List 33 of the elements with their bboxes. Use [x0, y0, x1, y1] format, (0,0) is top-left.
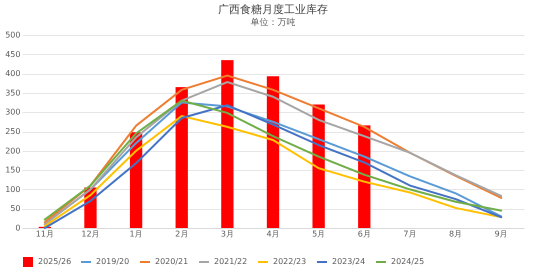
- legend-label: 2019/20: [96, 257, 130, 266]
- x-tick-label: 1月: [130, 230, 143, 238]
- x-tick-label: 2月: [175, 230, 188, 238]
- x-tick-label: 3月: [220, 230, 234, 238]
- y-tick-label: 450: [5, 50, 20, 59]
- x-tick-label: 5月: [312, 230, 326, 238]
- y-tick-label: 100: [5, 184, 20, 194]
- y-tick-label: 200: [5, 146, 20, 156]
- x-tick-label: 4月: [266, 230, 280, 238]
- bar: [221, 60, 234, 228]
- x-tick-label: 11月: [36, 230, 54, 238]
- legend-label: 2024/25: [391, 257, 424, 266]
- x-tick-label: 6月: [358, 230, 371, 238]
- y-tick-label: 400: [5, 69, 20, 78]
- legend-label: 2025/26: [38, 257, 72, 266]
- x-tick-label: 7月: [403, 230, 416, 238]
- y-tick-label: 250: [5, 127, 20, 136]
- legend-label: 2021/22: [214, 257, 248, 266]
- legend-label: 2020/21: [155, 257, 188, 266]
- x-tick-label: 8月: [449, 230, 462, 238]
- y-tick-label: 150: [5, 166, 20, 175]
- y-tick-label: 500: [5, 30, 20, 40]
- y-tick-label: 300: [5, 108, 20, 117]
- chart-subtitle: 单位：万吨: [250, 17, 296, 28]
- legend-label: 2022/23: [273, 257, 306, 266]
- legend-label: 2023/24: [332, 257, 366, 266]
- y-tick-label: 350: [5, 88, 20, 98]
- x-tick-label: 9月: [494, 230, 508, 238]
- y-tick-label: 50: [10, 204, 20, 214]
- chart-title: 广西食糖月度工业库存: [218, 3, 328, 16]
- x-tick-label: 12月: [81, 230, 100, 238]
- bar: [176, 87, 188, 228]
- y-tick-label: 0: [15, 224, 20, 232]
